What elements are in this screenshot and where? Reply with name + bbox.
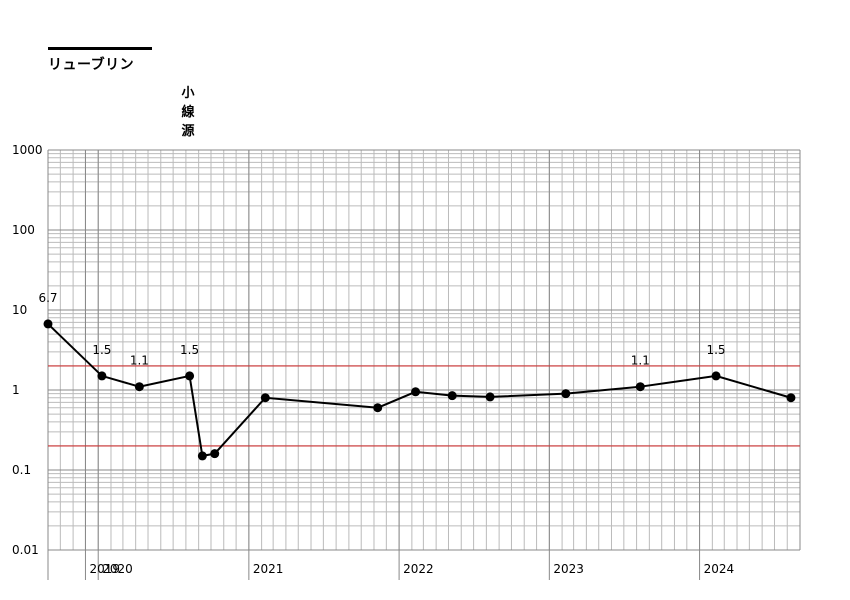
vertical-annotation: 小 線 源 [178, 84, 198, 141]
data-point [43, 319, 53, 329]
data-point [260, 393, 270, 403]
data-point [711, 371, 721, 381]
data-point [210, 449, 220, 459]
x-tick-label: 2021 [253, 562, 284, 576]
y-tick-label: 1000 [12, 143, 43, 157]
annotation-char: 源 [181, 124, 195, 139]
annotation-char: 小 [181, 86, 195, 101]
chart-title: リューブリン [48, 57, 135, 73]
x-tick-label: 2022 [403, 562, 434, 576]
x-tick-label: 2020 [102, 562, 133, 576]
data-label: 1.5 [180, 343, 199, 357]
data-label: 1.1 [631, 354, 650, 368]
data-point [373, 403, 383, 413]
y-tick-label: 10 [12, 303, 27, 317]
y-tick-label: 0.1 [12, 463, 31, 477]
x-tick-label: 2023 [553, 562, 584, 576]
x-tick-label: 2019 [89, 562, 120, 576]
data-labels: 6.7 1.5 1.1 1.5 1.1 1.5 [38, 291, 725, 368]
data-point [411, 387, 421, 397]
annotation-char: 線 [181, 105, 195, 120]
x-tick-label: 2024 [704, 562, 735, 576]
y-axis-ticks: 0.01 0.1 1 10 100 1000 [12, 143, 43, 557]
data-point [134, 382, 144, 392]
data-point [185, 371, 195, 381]
title-underline [48, 47, 152, 50]
data-label: 1.1 [130, 354, 149, 368]
data-point [786, 393, 796, 403]
y-tick-label: 1 [12, 383, 20, 397]
data-point [197, 451, 207, 461]
data-point [561, 389, 571, 399]
minor-grid [47, 150, 801, 550]
data-series [43, 319, 796, 461]
data-label: 1.5 [92, 343, 111, 357]
y-tick-label: 100 [12, 223, 35, 237]
data-label: 6.7 [38, 291, 57, 305]
data-label: 1.5 [706, 343, 725, 357]
data-point [97, 371, 107, 381]
y-tick-label: 0.01 [12, 543, 39, 557]
data-point [485, 392, 495, 402]
major-grid [47, 149, 801, 580]
data-point [635, 382, 645, 392]
data-point [447, 391, 457, 401]
reference-lines [48, 365, 800, 447]
